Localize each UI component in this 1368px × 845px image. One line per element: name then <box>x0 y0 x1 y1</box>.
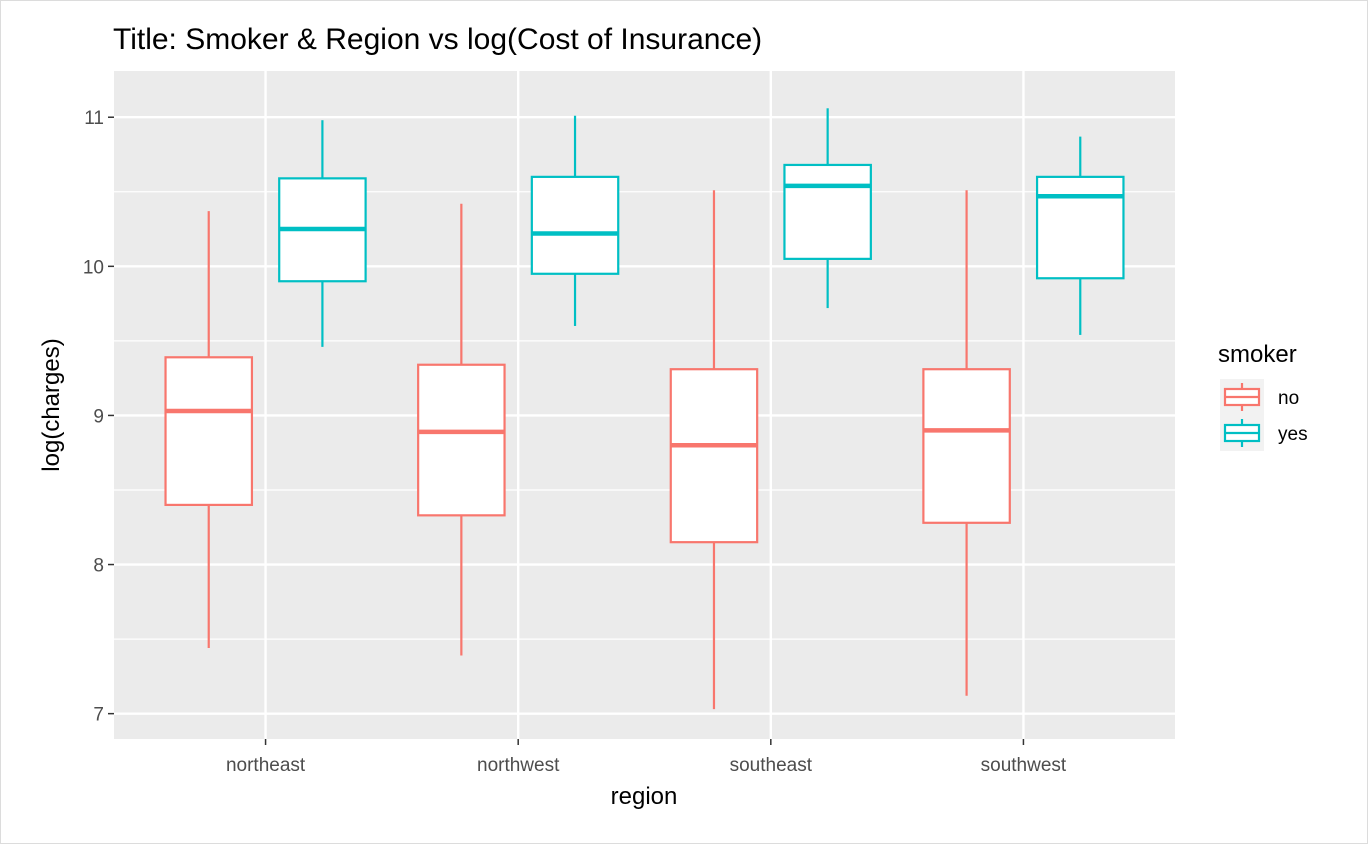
x-axis-title: region <box>611 783 678 810</box>
legend: smoker no yes <box>1218 341 1308 451</box>
box-body <box>783 163 872 260</box>
legend-label: yes <box>1278 424 1308 445</box>
x-axis: northeast northwest southeast southwest <box>226 739 1067 776</box>
x-tick-label: northeast <box>226 755 306 776</box>
legend-key-yes <box>1220 415 1264 451</box>
x-tick-label: northwest <box>477 755 560 776</box>
box-body <box>669 368 759 544</box>
box-body <box>922 368 1011 524</box>
y-tick-label: 8 <box>93 556 104 577</box>
box-body <box>1035 175 1125 280</box>
box-yes-southwest <box>1035 136 1125 335</box>
box-body <box>530 175 620 275</box>
y-axis: 7 8 9 10 11 <box>83 108 114 726</box>
y-axis-title: log(charges) <box>38 338 65 471</box>
box-body <box>417 363 506 517</box>
box-no-southwest <box>922 190 1011 696</box>
chart-title: Title: Smoker & Region vs log(Cost of In… <box>113 23 762 56</box>
box-no-northwest <box>417 203 506 656</box>
x-tick-label: southwest <box>981 755 1067 776</box>
box-body <box>164 356 254 507</box>
legend-title: smoker <box>1218 341 1297 368</box>
box-yes-northwest <box>530 115 620 326</box>
y-tick-label: 11 <box>84 108 104 129</box>
box-yes-northeast <box>278 120 367 347</box>
y-tick-label: 7 <box>93 705 104 726</box>
box-no-southeast <box>669 190 759 710</box>
box-series <box>164 108 1125 710</box>
legend-label: no <box>1278 388 1299 409</box>
box-no-northeast <box>164 211 254 649</box>
y-tick-label: 9 <box>93 406 104 427</box>
box-yes-southeast <box>783 108 872 309</box>
legend-key-no <box>1220 379 1264 415</box>
y-tick-label: 10 <box>83 257 104 278</box>
x-tick-label: southeast <box>730 755 813 776</box>
